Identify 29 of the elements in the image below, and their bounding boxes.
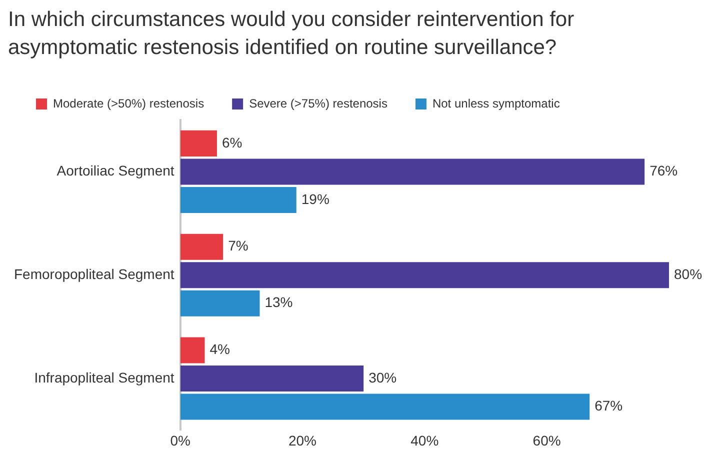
x-tick-label: 0% (170, 432, 190, 448)
bar (180, 366, 364, 392)
data-label: 6% (222, 134, 242, 150)
data-label: 19% (301, 190, 330, 207)
chart-title: In which circumstances would you consider reintervention for asymptomatic restenosis identified on routine surveillance? (8, 7, 576, 61)
data-label: 67% (594, 398, 623, 414)
x-tick-label: 20% (288, 432, 316, 448)
bar (180, 394, 590, 420)
bar (180, 158, 645, 185)
data-label: 4% (210, 341, 230, 358)
bar (180, 262, 669, 288)
bar (180, 290, 260, 316)
bar (180, 186, 296, 213)
bar (180, 337, 205, 364)
legend-label: Moderate (>50%) restenosis (53, 96, 204, 110)
x-tick-label: 60% (532, 432, 561, 448)
data-label: 30% (368, 369, 397, 386)
data-label: 13% (264, 294, 293, 310)
legend-label: Severe (>75%) restenosis (249, 96, 388, 110)
data-label: 7% (228, 238, 248, 254)
x-tick-label: 40% (410, 432, 439, 448)
y-tick-label: Femoropopliteal Segment (14, 266, 174, 282)
y-tick-label: Aortoiliac Segment (56, 162, 174, 179)
data-label: 76% (650, 162, 678, 179)
data-label: 80% (674, 266, 702, 282)
legend-label: Not unless symptomatic (432, 96, 560, 110)
bar (180, 130, 217, 156)
y-tick-label: Infrapopliteal Segment (34, 369, 174, 386)
bar (180, 234, 224, 260)
